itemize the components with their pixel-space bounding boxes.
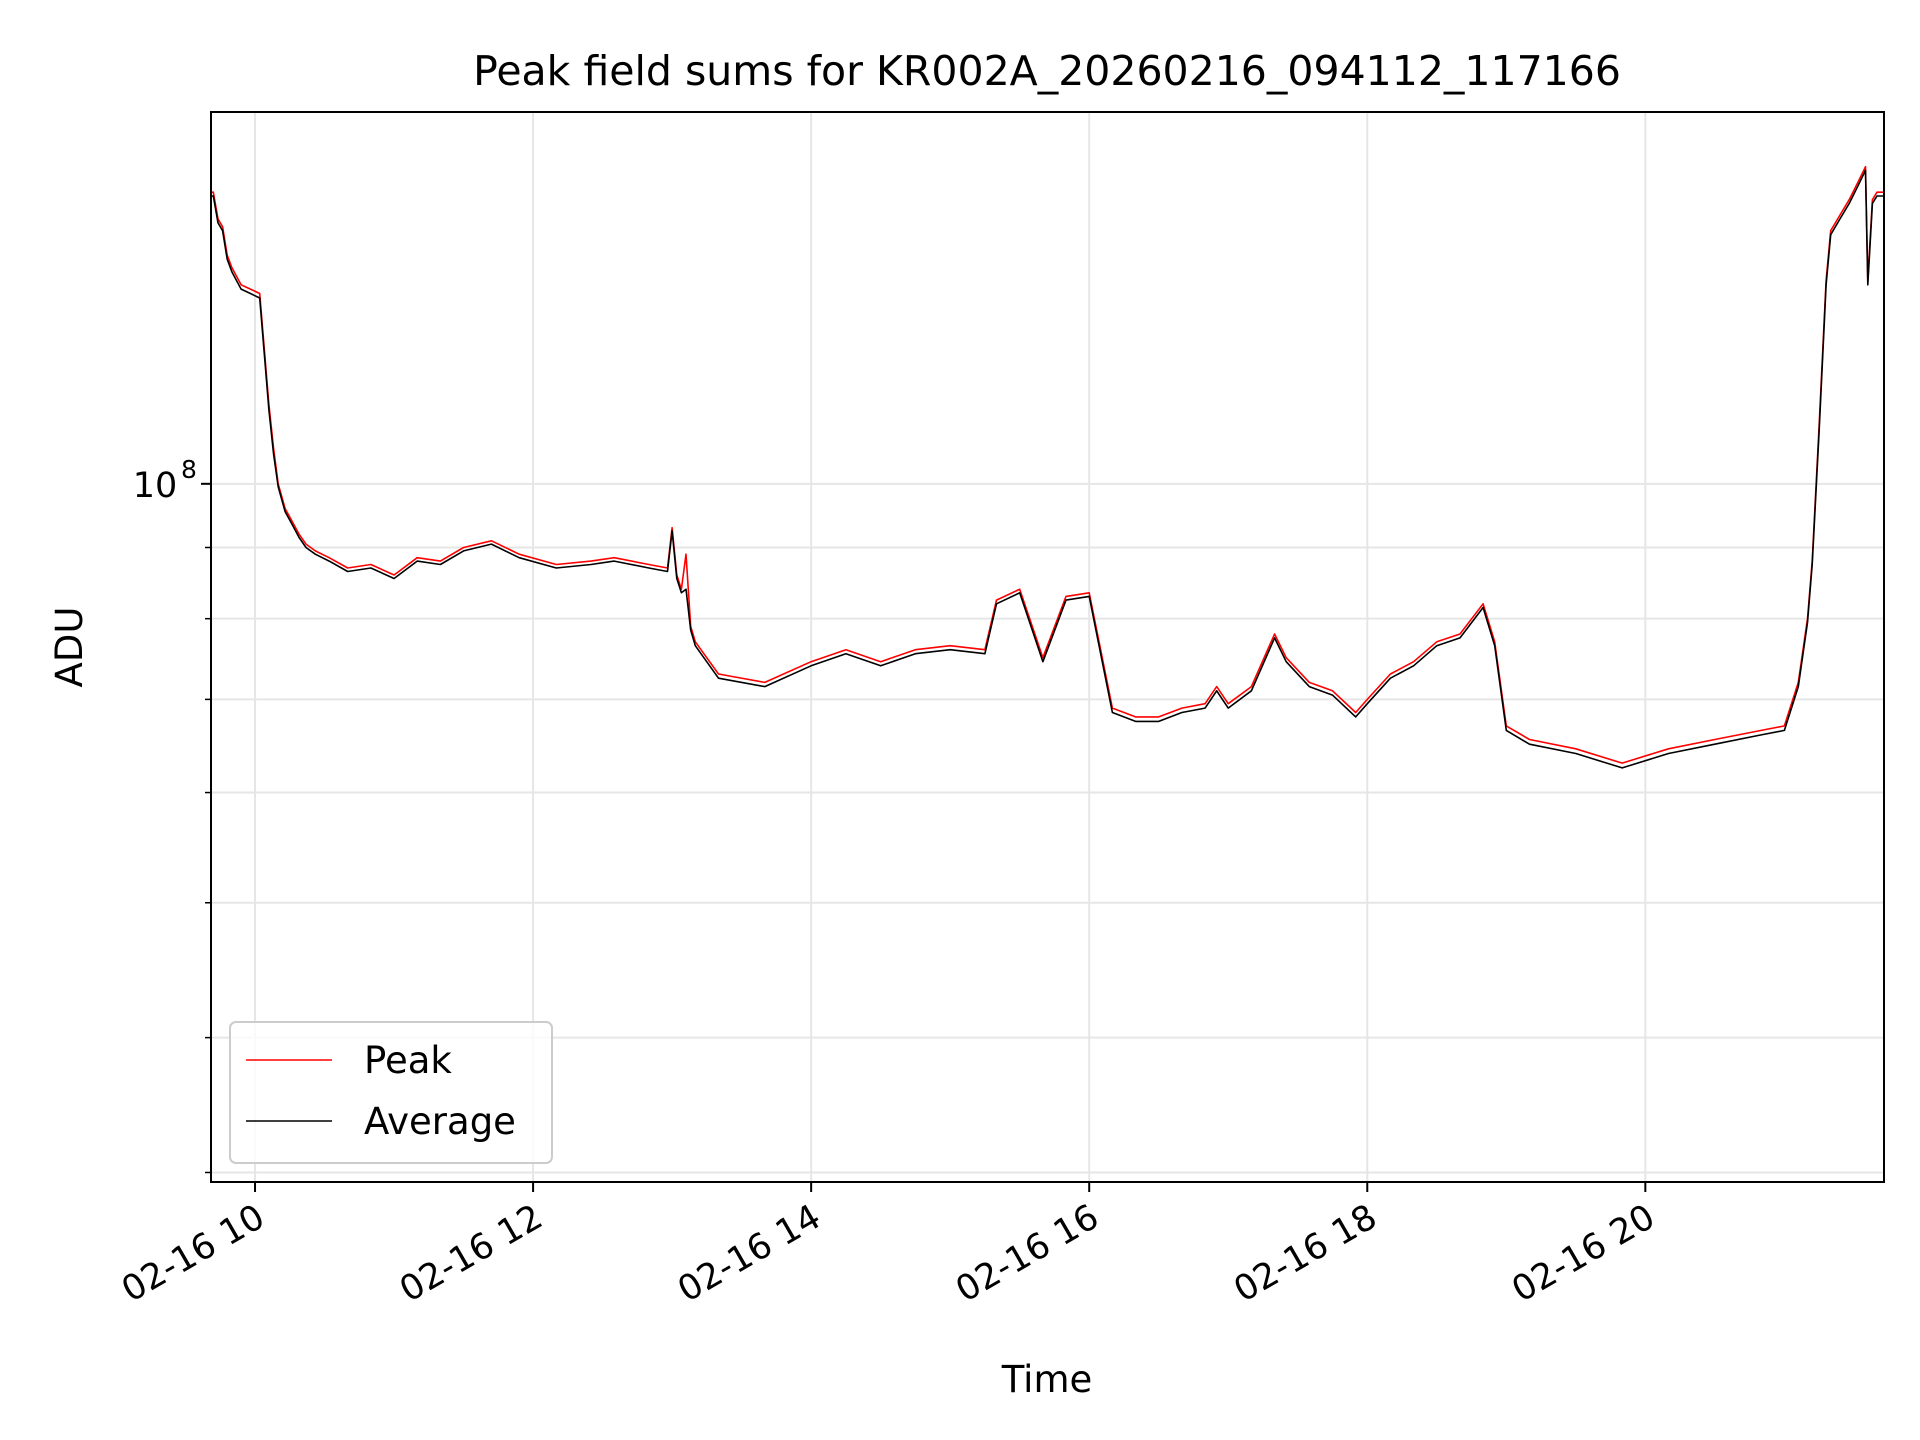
y-axis: 10 8	[133, 455, 211, 1174]
legend: Peak Average	[229, 1021, 553, 1164]
x-axis-label: Time	[1001, 1358, 1093, 1401]
y-axis-label: ADU	[48, 607, 91, 688]
y-tick-label: 10	[133, 466, 178, 506]
legend-box	[229, 1021, 553, 1164]
plot-frame	[210, 111, 1885, 1183]
series-line-peak	[211, 165, 1884, 764]
legend-label-peak: Peak	[364, 1039, 452, 1082]
legend-label-average: Average	[364, 1100, 516, 1143]
series-layer	[211, 165, 1884, 769]
chart-title: Peak field sums for KR002A_20260216_0941…	[473, 47, 1621, 95]
y-tick-label-exponent: 8	[181, 455, 197, 484]
series-line-average	[211, 169, 1884, 769]
